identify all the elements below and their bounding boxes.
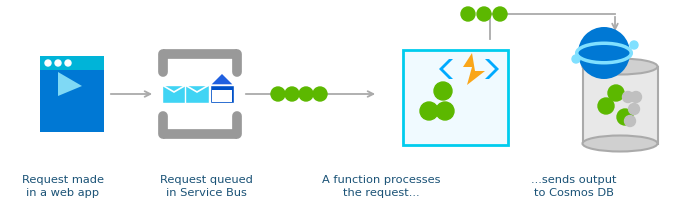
Circle shape (436, 102, 454, 120)
Circle shape (630, 41, 638, 49)
Polygon shape (58, 72, 82, 96)
Polygon shape (485, 59, 499, 79)
FancyBboxPatch shape (162, 85, 186, 103)
Text: A function processes
the request...: A function processes the request... (322, 175, 441, 198)
Circle shape (65, 60, 71, 66)
Circle shape (420, 102, 438, 120)
Circle shape (477, 7, 491, 21)
FancyBboxPatch shape (582, 66, 657, 144)
FancyBboxPatch shape (212, 90, 232, 102)
Polygon shape (210, 73, 234, 85)
FancyBboxPatch shape (40, 56, 104, 132)
FancyBboxPatch shape (210, 85, 234, 103)
Circle shape (461, 7, 475, 21)
Circle shape (299, 87, 313, 101)
Polygon shape (439, 59, 453, 79)
FancyBboxPatch shape (185, 85, 209, 103)
Circle shape (271, 87, 285, 101)
Circle shape (572, 55, 580, 63)
Circle shape (45, 60, 51, 66)
Text: Request queued
in Service Bus: Request queued in Service Bus (160, 175, 253, 198)
Circle shape (493, 7, 507, 21)
Circle shape (434, 82, 452, 100)
Ellipse shape (582, 59, 657, 74)
Circle shape (608, 85, 624, 101)
Text: ...sends output
to Cosmos DB: ...sends output to Cosmos DB (531, 175, 617, 198)
Text: Request made
in a web app: Request made in a web app (22, 175, 104, 198)
Circle shape (598, 98, 614, 114)
Circle shape (55, 60, 61, 66)
Circle shape (617, 109, 633, 125)
Circle shape (624, 116, 636, 126)
Circle shape (622, 92, 634, 102)
FancyBboxPatch shape (40, 56, 104, 70)
Circle shape (578, 27, 630, 79)
Circle shape (313, 87, 327, 101)
Ellipse shape (582, 135, 657, 152)
Circle shape (285, 87, 299, 101)
Circle shape (629, 103, 640, 115)
FancyBboxPatch shape (402, 50, 507, 144)
Circle shape (631, 92, 641, 102)
Polygon shape (463, 53, 485, 85)
